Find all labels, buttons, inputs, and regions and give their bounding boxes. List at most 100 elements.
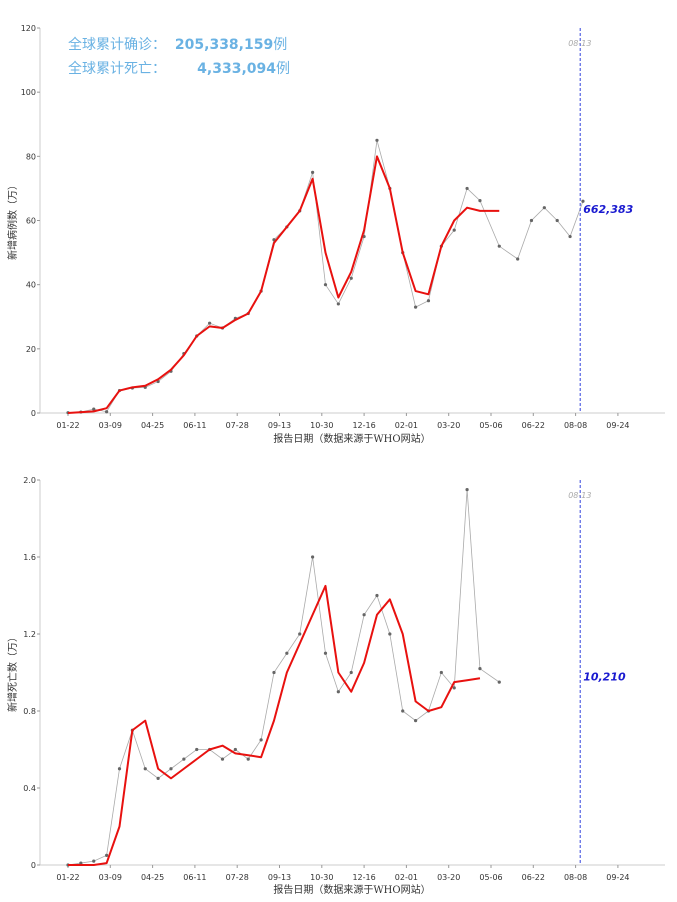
y-tick-label: 20 [26, 345, 36, 354]
x-tick-label: 12-16 [352, 873, 375, 882]
y-tick-label: 100 [21, 88, 36, 97]
deaths-x-axis-title: 报告日期（数据来源于WHO网站） [273, 883, 430, 896]
daily-data-point [285, 651, 289, 655]
x-tick-label: 02-01 [395, 421, 418, 430]
cases-x-axis-title: 报告日期（数据来源于WHO网站） [273, 432, 430, 445]
daily-data-point [169, 767, 173, 771]
daily-data-point [413, 305, 418, 309]
moving-average-line [67, 155, 500, 414]
confirmed-unit: 例 [273, 37, 288, 53]
y-tick-label: 1.2 [23, 630, 36, 639]
x-tick-label: 08-08 [564, 873, 587, 882]
daily-data-point [349, 276, 353, 280]
daily-data-point [349, 670, 353, 675]
daily-data-point [426, 299, 431, 303]
x-tick-label: 05-06 [479, 421, 502, 430]
x-tick-label: 07-28 [226, 873, 249, 882]
daily-data-point [362, 613, 366, 617]
daily-data-point [568, 234, 572, 239]
x-tick-label: 09-24 [606, 421, 629, 430]
y-tick-label: 0.8 [23, 707, 36, 716]
x-tick-label: 10-30 [310, 421, 333, 430]
cases-latest-value: 662,383 [583, 203, 633, 216]
daily-data-point [105, 410, 109, 414]
cases-marker-date: 08-13 [568, 39, 591, 48]
y-tick-label: 40 [26, 281, 36, 290]
daily-data-point [311, 170, 315, 174]
moving-average-line [68, 584, 481, 866]
y-tick-label: 2.0 [23, 476, 36, 485]
x-tick-label: 06-22 [522, 873, 545, 882]
daily-data-point [465, 488, 469, 492]
x-tick-label: 09-24 [606, 873, 629, 882]
x-tick-label: 06-22 [522, 421, 545, 430]
daily-data-point [117, 767, 122, 771]
daily-data-point [92, 407, 96, 411]
daily-data-point [246, 757, 250, 761]
y-tick-label: 80 [26, 152, 36, 161]
daily-data-point [478, 667, 482, 671]
confirmed-summary: 全球累计确诊： 205,338,159例 [68, 34, 287, 54]
y-tick-label: 1.6 [23, 553, 36, 562]
y-tick-label: 0 [31, 409, 36, 418]
daily-data-point [452, 228, 456, 232]
daily-data-point [375, 593, 379, 598]
daily-data-point [439, 670, 443, 675]
daily-data-point [105, 853, 109, 857]
daily-series-line [67, 140, 584, 414]
daily-series-line [67, 489, 500, 866]
daily-data-point [156, 776, 160, 780]
daily-data-point [388, 632, 392, 636]
daily-data-point [413, 719, 418, 723]
x-tick-label: 02-01 [395, 873, 418, 882]
x-tick-label: 01-22 [56, 421, 79, 430]
deaths-label: 全球累计死亡： [68, 61, 166, 77]
daily-data-point [516, 257, 520, 261]
daily-data-point [323, 651, 328, 655]
x-tick-label: 09-13 [268, 421, 291, 430]
daily-data-point [497, 244, 501, 248]
daily-data-point [259, 738, 263, 742]
x-tick-label: 06-11 [183, 421, 206, 430]
daily-data-point [182, 757, 186, 761]
confirmed-label: 全球累计确诊： [68, 37, 166, 53]
daily-data-point [272, 670, 276, 675]
daily-data-point [555, 218, 559, 223]
daily-data-point [401, 709, 405, 713]
x-tick-label: 06-11 [183, 873, 206, 882]
x-tick-label: 10-30 [310, 873, 333, 882]
y-tick-label: 0 [31, 861, 36, 870]
cases-y-axis-title: 新增病例数（万） [6, 180, 19, 260]
daily-data-point [208, 321, 212, 325]
x-tick-label: 07-28 [226, 421, 249, 430]
daily-data-point [233, 747, 237, 752]
cases-chart: 0 20 40 60 80 100 120 01-22 03-09 04-25 06-11 07-2… [6, 24, 665, 445]
x-tick-label: 09-13 [268, 873, 291, 882]
daily-data-point [478, 199, 482, 203]
daily-data-point [195, 747, 199, 752]
daily-data-point [375, 138, 379, 142]
confirmed-value: 205,338,159 [174, 37, 274, 53]
deaths-latest-value: 10,210 [583, 670, 626, 683]
y-tick-label: 60 [26, 217, 36, 226]
x-tick-label: 04-25 [141, 421, 164, 430]
deaths-unit: 例 [275, 61, 290, 77]
daily-data-point [465, 186, 469, 191]
x-tick-label: 08-08 [564, 421, 587, 430]
y-tick-label: 0.4 [23, 784, 36, 793]
x-tick-label: 01-22 [56, 873, 79, 882]
daily-data-point [542, 206, 546, 210]
daily-data-point [298, 632, 302, 636]
x-tick-label: 04-25 [141, 873, 164, 882]
x-tick-label: 03-09 [99, 421, 122, 430]
daily-data-point [143, 767, 147, 771]
x-tick-label: 03-09 [99, 873, 122, 882]
deaths-chart: 0 0.4 0.8 1.2 1.6 2.0 01-22 03-09 04-25 06-11 07-… [6, 476, 665, 896]
x-tick-label: 05-06 [479, 873, 502, 882]
daily-data-point [336, 302, 340, 306]
daily-data-point [79, 861, 83, 865]
daily-data-point [452, 686, 456, 690]
daily-data-point [497, 680, 501, 684]
